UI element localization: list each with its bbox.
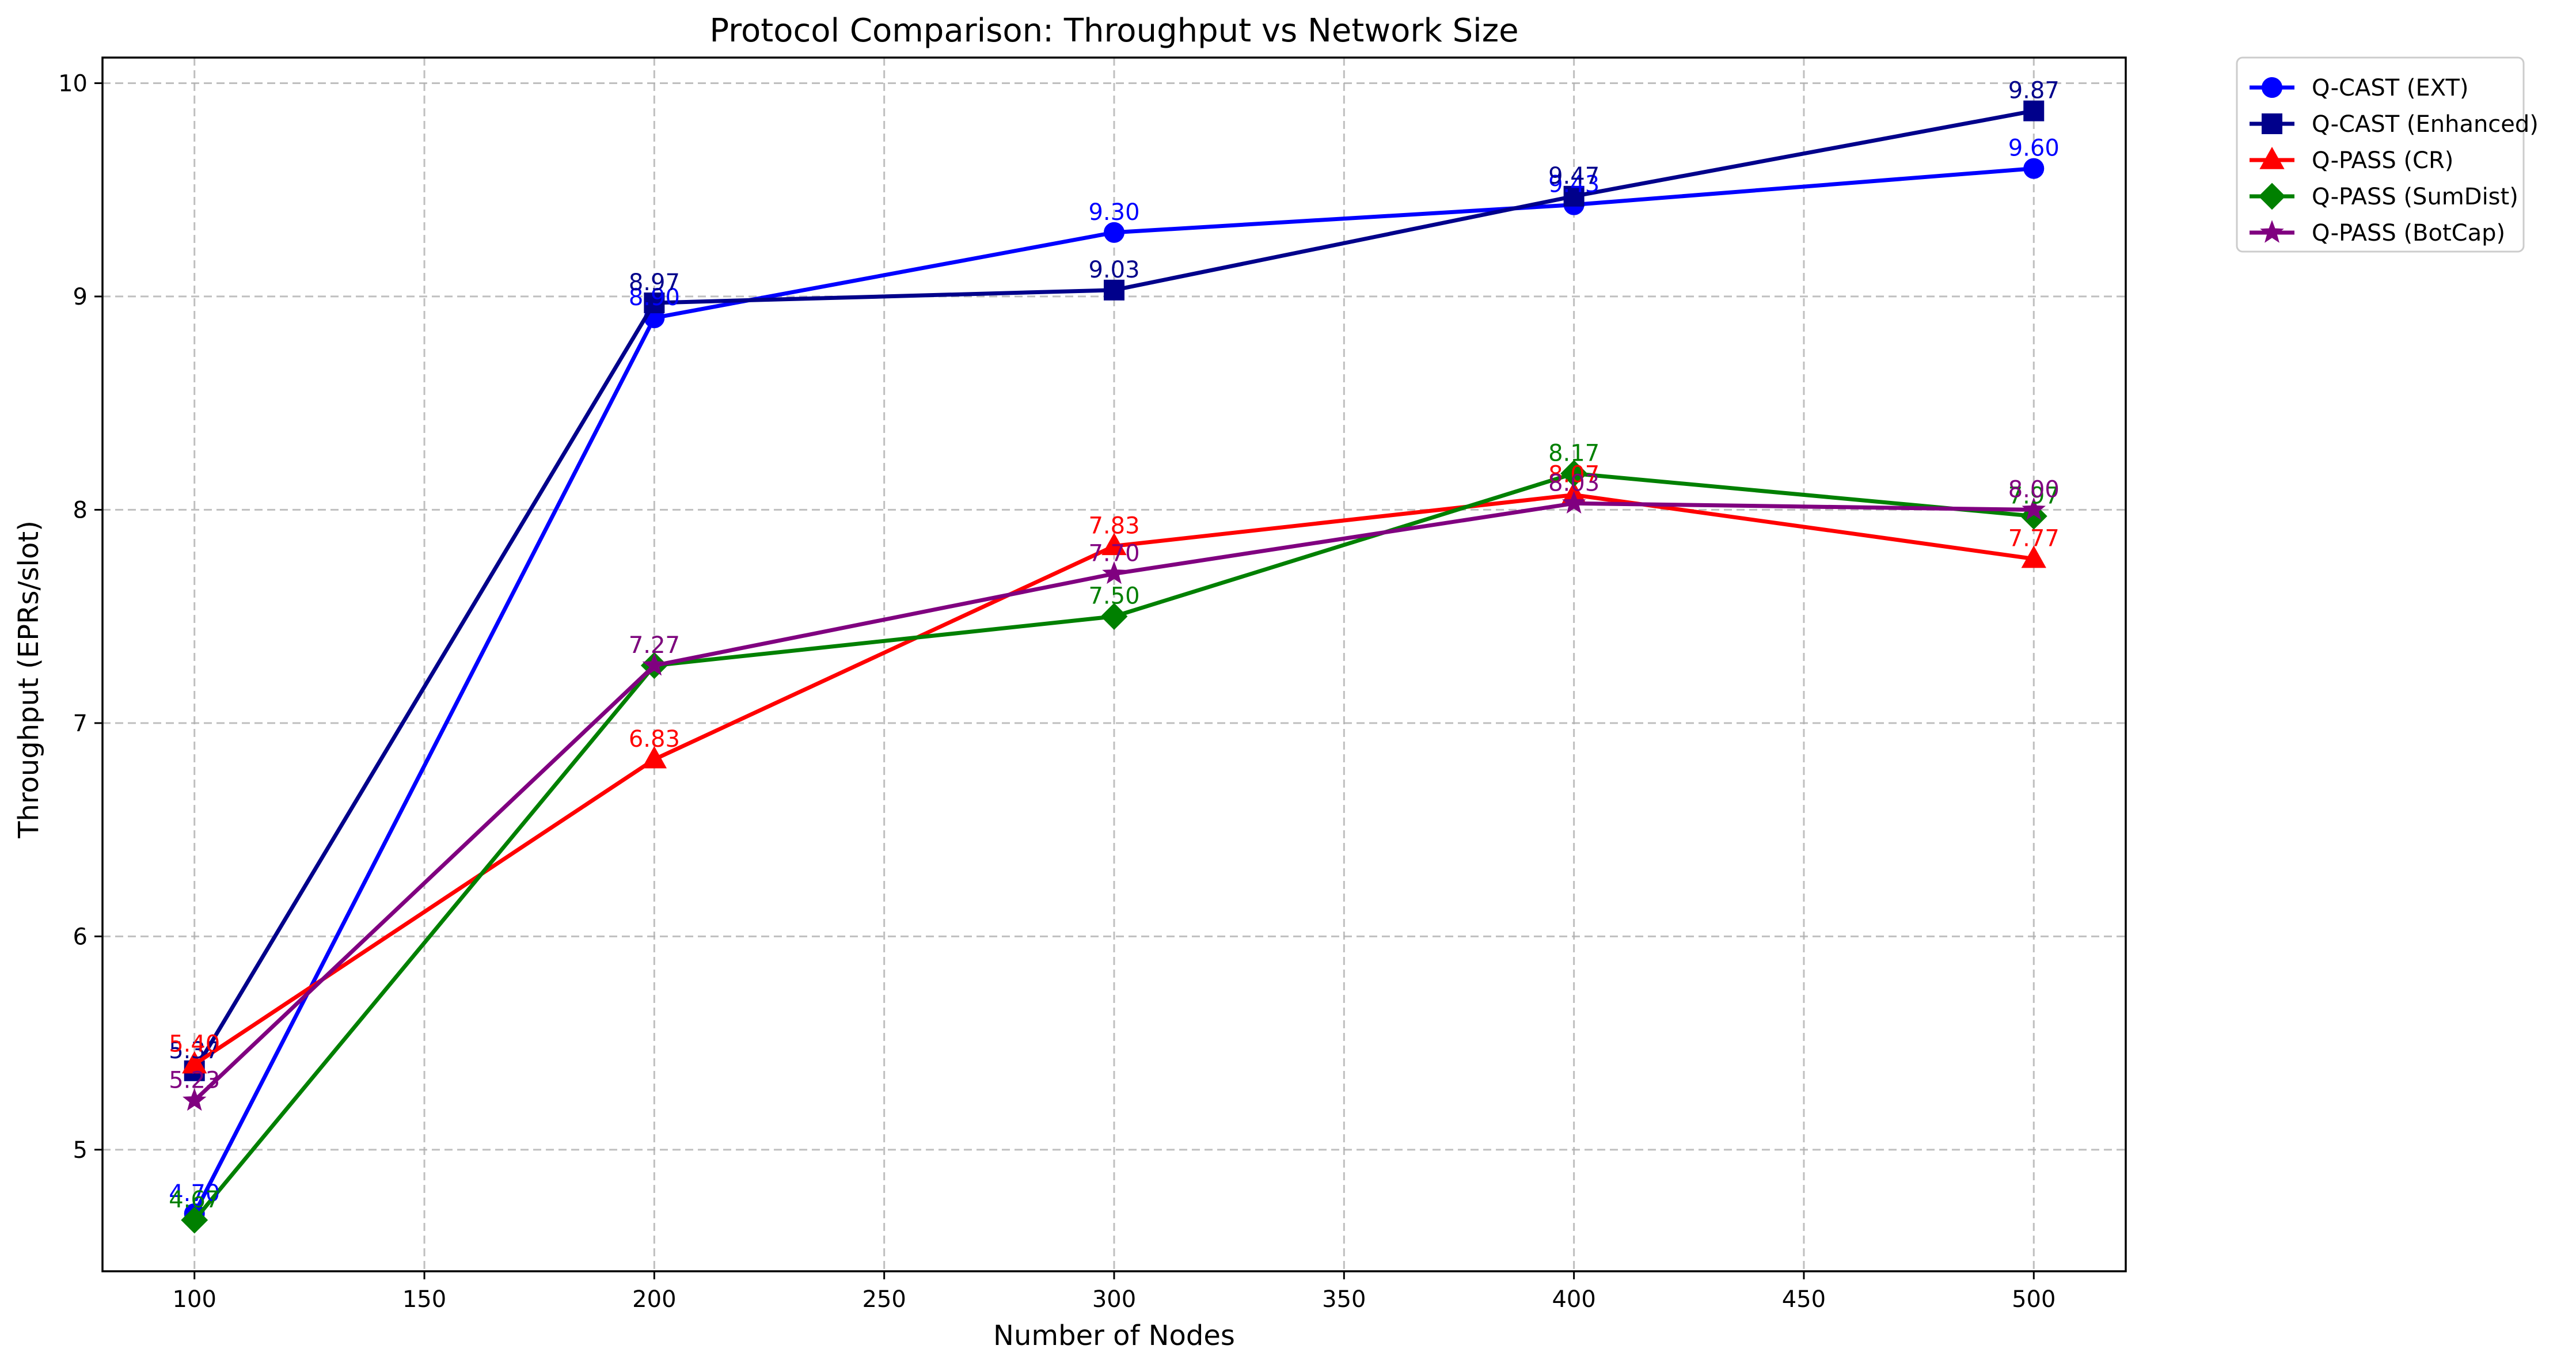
- y-tick-label: 5: [73, 1137, 88, 1164]
- data-point: [2023, 100, 2045, 121]
- x-tick-label: 400: [1552, 1286, 1595, 1313]
- legend-marker: [2260, 220, 2284, 243]
- data-label: 7.83: [1088, 512, 1139, 539]
- data-label: 7.97: [2008, 483, 2060, 510]
- y-tick-label: 9: [73, 284, 88, 310]
- data-point: [1560, 460, 1588, 487]
- data-label: 8.03: [1548, 470, 1599, 496]
- data-label: 7.77: [2008, 526, 2060, 552]
- data-point: [642, 653, 667, 676]
- legend-item: Q-PASS (BotCap): [2250, 220, 2505, 246]
- x-tick-label: 350: [1322, 1286, 1366, 1313]
- data-label: 5.37: [169, 1038, 220, 1064]
- y-tick-label: 7: [73, 710, 88, 737]
- data-label-layer: 4.70 8.90 9.30 9.43 9.60 5.37 8.97 9.03 9.47 9.87…: [169, 78, 2060, 1213]
- data-label: 9.60: [2008, 135, 2060, 162]
- x-tick-label: 450: [1782, 1286, 1826, 1313]
- data-label: 7.50: [1088, 583, 1139, 610]
- data-label: 8.07: [1548, 461, 1599, 488]
- data-label: 9.43: [1548, 172, 1599, 198]
- data-point: [1104, 279, 1124, 301]
- legend-marker: [2262, 77, 2282, 98]
- data-point: [183, 1088, 207, 1111]
- legend-marker: [2262, 113, 2282, 134]
- series-1: [184, 100, 2045, 1081]
- x-tick-label: 300: [1092, 1286, 1136, 1313]
- legend-marker: [2258, 183, 2286, 210]
- data-label: 7.27: [629, 632, 680, 659]
- grid-layer: [102, 58, 2126, 1271]
- x-tick-label: 500: [2012, 1286, 2056, 1313]
- series-3: [181, 460, 2047, 1234]
- x-tick-label: 150: [402, 1286, 446, 1313]
- legend-box: [2236, 56, 2525, 253]
- data-label: 4.70: [169, 1180, 220, 1207]
- data-label: 8.97: [629, 269, 680, 296]
- data-label: 9.03: [1088, 257, 1139, 283]
- data-label: 7.70: [1088, 541, 1139, 567]
- data-point: [644, 292, 665, 314]
- legend-marker: [2259, 146, 2285, 169]
- x-tick-label: 100: [173, 1286, 216, 1313]
- x-axis-label: Number of Nodes: [993, 1320, 1235, 1352]
- legend-item: Q-CAST (EXT): [2250, 75, 2468, 101]
- legend-label: Q-PASS (BotCap): [2312, 220, 2505, 246]
- legend-label: Q-CAST (EXT): [2312, 75, 2468, 101]
- legend-label: Q-CAST (Enhanced): [2312, 111, 2539, 138]
- legend-item: Q-PASS (CR): [2250, 146, 2453, 174]
- data-label: 4.67: [169, 1187, 220, 1213]
- y-tick-label: 8: [73, 497, 88, 523]
- x-tick-label: 200: [632, 1286, 676, 1313]
- series-layer: [181, 100, 2047, 1234]
- x-axis-ticks: 100 150 200 250 300 350 400 450 500: [173, 1271, 2056, 1313]
- y-axis-ticks: 5 6 7 8 9 10: [58, 70, 102, 1164]
- data-point: [2023, 158, 2045, 179]
- legend-label: Q-PASS (CR): [2312, 147, 2453, 174]
- series-2: [182, 481, 2046, 1074]
- data-point: [1101, 533, 1127, 556]
- legend-label: Q-PASS (SumDist): [2312, 184, 2518, 210]
- data-label: 9.47: [1548, 163, 1599, 189]
- legend-item: Q-CAST (Enhanced): [2250, 111, 2539, 138]
- data-label: 8.00: [2008, 476, 2060, 503]
- data-point: [2021, 545, 2046, 568]
- data-label: 6.83: [629, 726, 680, 753]
- data-label: 5.23: [169, 1067, 220, 1094]
- x-tick-label: 250: [863, 1286, 906, 1313]
- data-point: [1102, 561, 1126, 584]
- data-point: [641, 746, 667, 769]
- data-label: 9.87: [2008, 78, 2060, 104]
- y-tick-label: 10: [58, 70, 88, 97]
- data-point: [1561, 491, 1586, 514]
- data-label: 8.90: [629, 284, 680, 311]
- data-label: 8.17: [1548, 440, 1599, 466]
- legend-item: Q-PASS (SumDist): [2250, 183, 2518, 210]
- data-point: [1104, 222, 1124, 243]
- data-point: [182, 1051, 207, 1074]
- chart-title: Protocol Comparison: Throughput vs Netwo…: [709, 12, 1518, 50]
- data-label: 9.30: [1088, 199, 1139, 226]
- legend: Q-CAST (EXT) Q-CAST (Enhanced) Q-PASS (CR)…: [2236, 56, 2539, 253]
- data-point: [181, 1206, 208, 1234]
- series-4: [183, 491, 2046, 1111]
- data-point: [1563, 185, 1585, 207]
- data-point: [1100, 603, 1128, 630]
- data-label: 5.40: [169, 1031, 220, 1058]
- data-point: [2022, 497, 2046, 520]
- data-label: 7.27: [629, 632, 680, 659]
- y-tick-label: 6: [73, 924, 88, 950]
- y-axis-label: Throughput (EPRs/slot): [13, 520, 45, 839]
